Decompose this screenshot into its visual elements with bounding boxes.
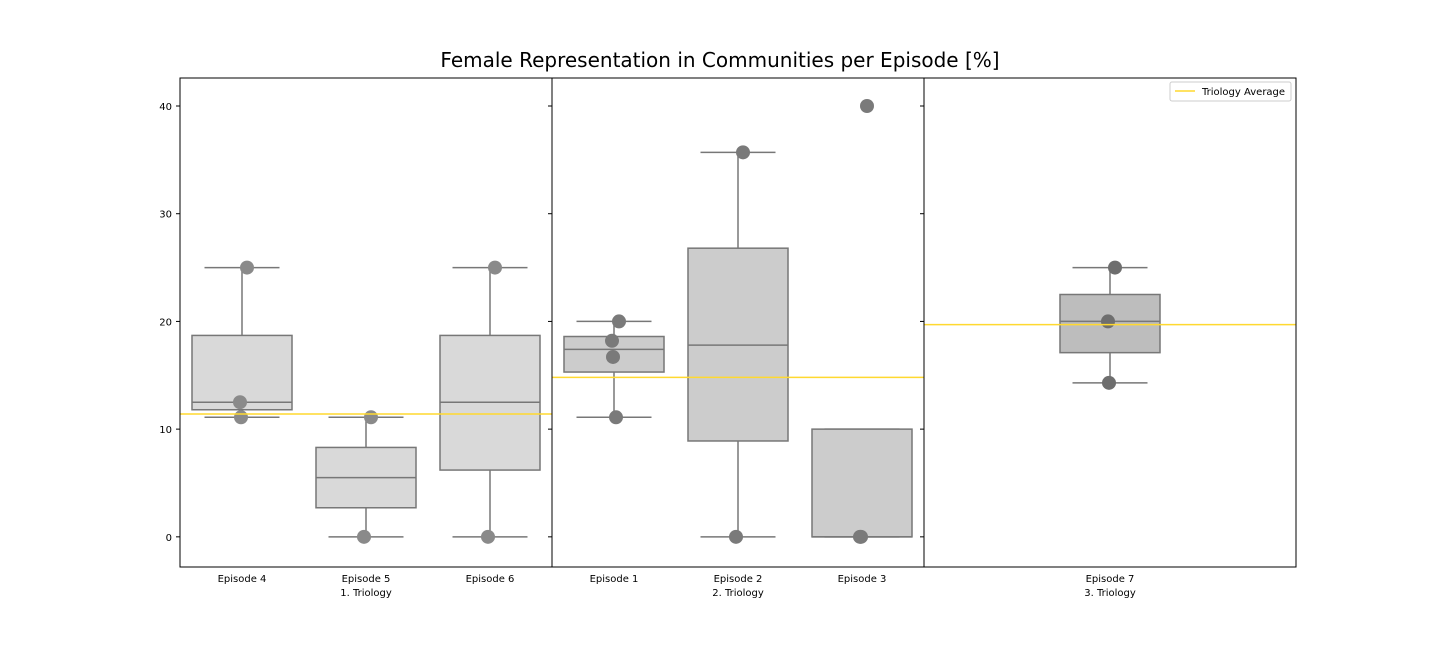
y-tick-label: 30 [159, 210, 172, 221]
category-label: Episode 6 [466, 574, 515, 585]
data-point [481, 529, 495, 544]
box-episode-3 [811, 99, 913, 544]
category-label: Episode 5 [342, 574, 391, 585]
data-point [854, 529, 868, 544]
data-point [729, 529, 743, 544]
legend-label: Triology Average [1201, 87, 1285, 98]
y-tick-label: 20 [159, 317, 172, 328]
panel-2: Episode 1 Episode 2 Episode 3 2. Triology [548, 77, 925, 599]
panels: Episode 4 Episode 5 Episode 6 1. Triology 0 1… [159, 77, 1297, 599]
data-point [233, 395, 247, 410]
data-point [860, 99, 874, 114]
box-body [811, 428, 913, 538]
box-episode-4 [191, 260, 293, 425]
data-point [612, 314, 626, 329]
data-point [240, 260, 254, 275]
legend-frame [1169, 81, 1292, 102]
data-point [488, 260, 502, 275]
panel-frame [923, 77, 1297, 568]
data-point [1102, 375, 1116, 390]
data-point [234, 410, 248, 425]
box-episode-5 [315, 410, 417, 544]
data-point [606, 349, 620, 364]
legend: Triology Average [1169, 81, 1292, 102]
category-label: Episode 7 [1086, 574, 1135, 585]
panel-xlabel: 3. Triology [1084, 588, 1136, 599]
category-label: Episode 2 [714, 574, 763, 585]
chart-title: Female Representation in Communities per… [440, 48, 999, 72]
data-point [364, 410, 378, 425]
panel-1: Episode 4 Episode 5 Episode 6 1. Triology 0 1… [159, 77, 553, 599]
y-tick-label: 0 [166, 533, 172, 544]
panel-3: Episode 7 3. Triology [920, 77, 1297, 599]
panel-xlabel: 2. Triology [712, 588, 764, 599]
data-point [736, 145, 750, 160]
category-label: Episode 1 [590, 574, 639, 585]
data-point [1101, 314, 1115, 329]
box-episode-7 [1059, 260, 1161, 390]
box-episode-1 [563, 314, 665, 425]
box-episode-2 [687, 145, 789, 544]
category-label: Episode 3 [838, 574, 887, 585]
data-point [1108, 260, 1122, 275]
panel-xlabel: 1. Triology [340, 588, 392, 599]
box-episode-6 [439, 260, 541, 544]
y-tick-label: 10 [159, 425, 172, 436]
category-label: Episode 4 [218, 574, 267, 585]
data-point [609, 410, 623, 425]
data-point [357, 529, 371, 544]
y-tick-label: 40 [159, 102, 172, 113]
data-point [605, 333, 619, 348]
